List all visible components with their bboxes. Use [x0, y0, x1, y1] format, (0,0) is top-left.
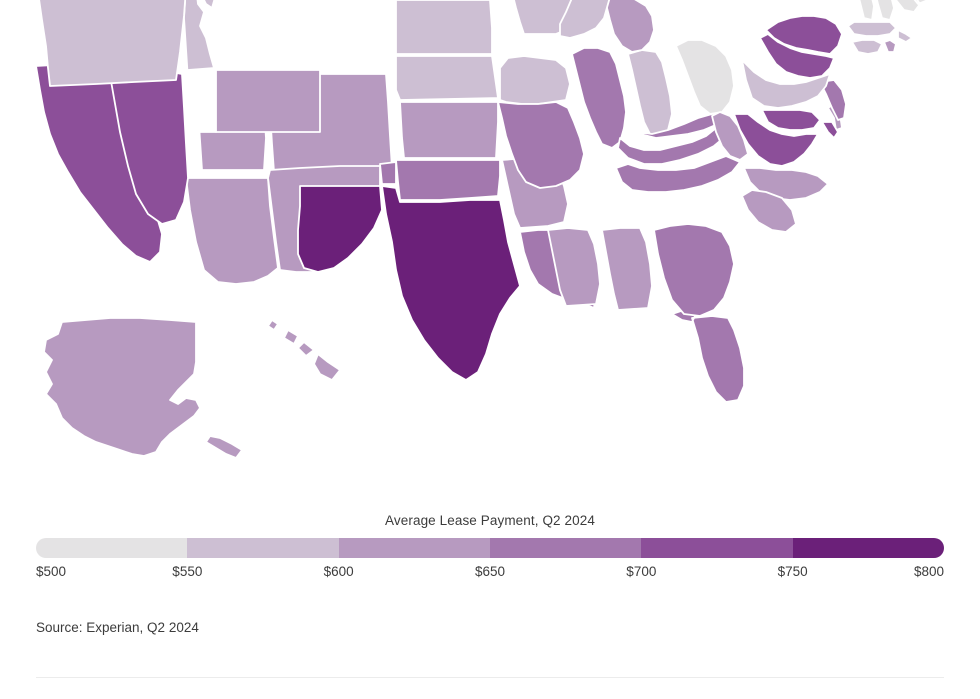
state-md[interactable]: Maryland: $712	[761, 109, 839, 139]
legend-colorbar	[36, 538, 944, 558]
us-map-svg: Alabama: $612Alaska: $622Arizona: $610Ar…	[35, 0, 934, 459]
state-oh[interactable]: Ohio: $536	[675, 39, 735, 115]
state-me[interactable]: Maine: $524	[886, 0, 934, 13]
state-nh[interactable]: New Hampshire: $528	[870, 0, 895, 21]
state-mi[interactable]: Michigan: $608	[598, 0, 664, 53]
state-ma[interactable]: Massachusetts: $586	[847, 21, 913, 43]
state-sd[interactable]: South Dakota: $596	[395, 0, 493, 55]
state-wi[interactable]: Wisconsin: $592	[559, 0, 612, 39]
state-or[interactable]: Oregon: $580	[38, 0, 187, 87]
state-hi[interactable]: Hawaii: $628	[267, 319, 341, 381]
state-ak[interactable]: Alaska: $622	[43, 317, 243, 459]
state-ne[interactable]: Nebraska: $586	[395, 55, 499, 101]
legend-band-2	[338, 538, 490, 558]
states-layer: Alabama: $612Alaska: $622Arizona: $610Ar…	[35, 0, 934, 459]
state-va[interactable]: Virginia: $722	[733, 113, 819, 167]
legend-tick-6: $800	[913, 564, 944, 579]
state-tx[interactable]: Texas: $788	[297, 185, 521, 381]
legend-tick-1: $550	[172, 564, 203, 579]
state-il[interactable]: Illinois: $668	[571, 47, 627, 149]
legend-tick-2: $600	[323, 564, 354, 579]
state-az[interactable]: Arizona: $610	[185, 177, 279, 285]
state-nv[interactable]: Nevada: $744	[107, 63, 189, 225]
state-nj[interactable]: New Jersey: $664	[819, 79, 847, 121]
state-ny[interactable]: New York: $716	[759, 15, 843, 79]
state-vt[interactable]: Vermont: $534	[852, 0, 875, 21]
legend-band-3	[489, 538, 642, 558]
state-in[interactable]: Indiana: $588	[627, 49, 673, 137]
legend-band-4	[641, 538, 793, 558]
legend-tick-0: $500	[36, 564, 67, 579]
legend: Average Lease Payment, Q2 2024 $500 $550 $…	[0, 512, 980, 590]
state-wy[interactable]: Wyoming: $648	[215, 69, 321, 133]
state-pa[interactable]: Pennsylvania: $596	[741, 59, 831, 109]
state-ct[interactable]: Connecticut: $566	[851, 39, 883, 55]
legend-title: Average Lease Payment, Q2 2024	[385, 513, 595, 528]
state-wv[interactable]: West Virginia: $602	[711, 111, 749, 161]
state-ia[interactable]: Iowa: $576	[499, 55, 571, 105]
source-note: Source: Experian, Q2 2024	[36, 620, 199, 635]
legend-tick-4: $700	[626, 564, 657, 579]
legend-band-5	[792, 538, 944, 558]
state-al[interactable]: Alabama: $612	[601, 227, 653, 311]
state-ks[interactable]: Kansas: $614	[399, 101, 499, 159]
legend-tick-labels: $500 $550 $600 $650 $700 $750 $800	[36, 564, 944, 584]
state-ri[interactable]: Rhode Island: $604	[883, 39, 897, 53]
state-sc[interactable]: South Carolina: $628	[741, 189, 797, 233]
state-ok[interactable]: Oklahoma: $664	[379, 159, 501, 201]
footer-divider	[36, 677, 944, 678]
state-ga[interactable]: Georgia: $682	[653, 223, 735, 317]
us-choropleth-map: Alabama: $612Alaska: $622Arizona: $610Ar…	[35, 0, 934, 459]
state-tn[interactable]: Tennessee: $688	[615, 155, 741, 193]
state-fl[interactable]: Florida: $676	[671, 309, 745, 403]
legend-tick-3: $650	[474, 564, 506, 579]
state-mo[interactable]: Missouri: $698	[497, 101, 585, 189]
legend-tick-5: $750	[777, 564, 808, 579]
legend-band-0	[36, 538, 188, 558]
state-id[interactable]: Idaho: $578	[183, 0, 236, 81]
legend-band-1	[187, 538, 339, 558]
legend-bar-row	[36, 538, 944, 558]
state-ms[interactable]: Mississippi: $614	[547, 227, 601, 307]
